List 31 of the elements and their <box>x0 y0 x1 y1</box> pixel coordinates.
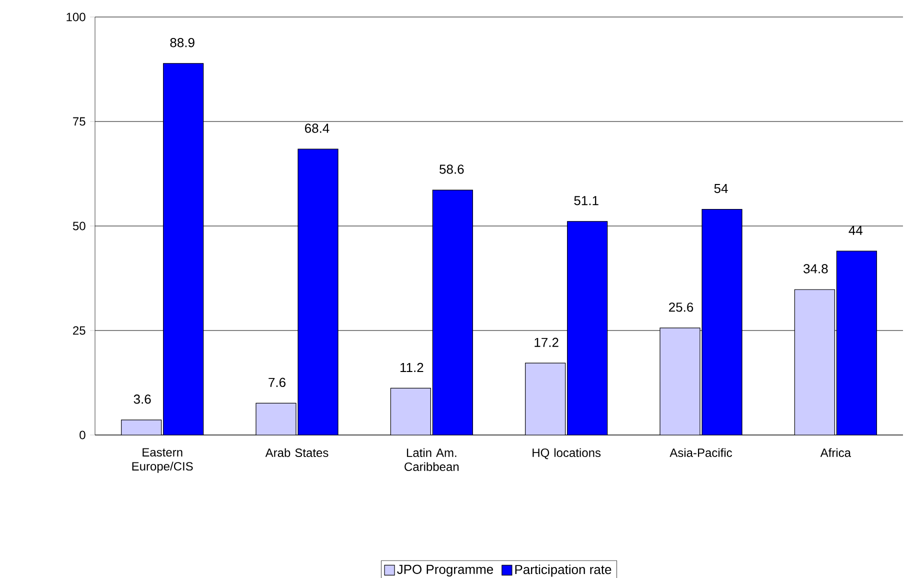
bar <box>836 250 877 435</box>
y-tick-label: 75 <box>73 117 86 126</box>
data-label: 68.4 <box>305 124 330 133</box>
legend-label: Participation rate <box>515 564 612 577</box>
data-label: 25.6 <box>669 302 694 312</box>
data-label: 34.8 <box>804 264 828 274</box>
y-tick-label: 25 <box>73 326 86 335</box>
data-label: 17.2 <box>534 338 558 347</box>
y-tick-label: 50 <box>72 222 86 230</box>
x-tick-label: Africa <box>820 448 851 457</box>
data-label: 58.6 <box>440 164 464 174</box>
bar <box>298 148 338 435</box>
bar <box>567 221 608 435</box>
x-tick-label: Eastern Europe/CIS <box>132 448 193 473</box>
data-label: 88.9 <box>170 38 194 48</box>
data-label: 44 <box>848 226 863 235</box>
bar <box>702 208 742 435</box>
x-tick-label: Latin Am. Caribbean <box>404 448 459 471</box>
data-label: 3.6 <box>134 394 151 404</box>
bar <box>432 190 473 435</box>
legend-label: JPO Programme <box>397 564 494 577</box>
x-tick-label: Arab States <box>265 448 328 457</box>
data-label: 51.1 <box>574 196 598 206</box>
x-tick-label: HQ locations <box>532 448 601 460</box>
bar <box>163 63 204 435</box>
y-tick-label: 0 <box>80 430 86 440</box>
data-label: 7.6 <box>268 378 286 388</box>
x-tick-label: Asia-Pacific <box>670 448 732 457</box>
data-label: 11.2 <box>400 362 424 372</box>
y-tick-label: 100 <box>66 12 86 22</box>
data-label: 54 <box>714 184 728 194</box>
